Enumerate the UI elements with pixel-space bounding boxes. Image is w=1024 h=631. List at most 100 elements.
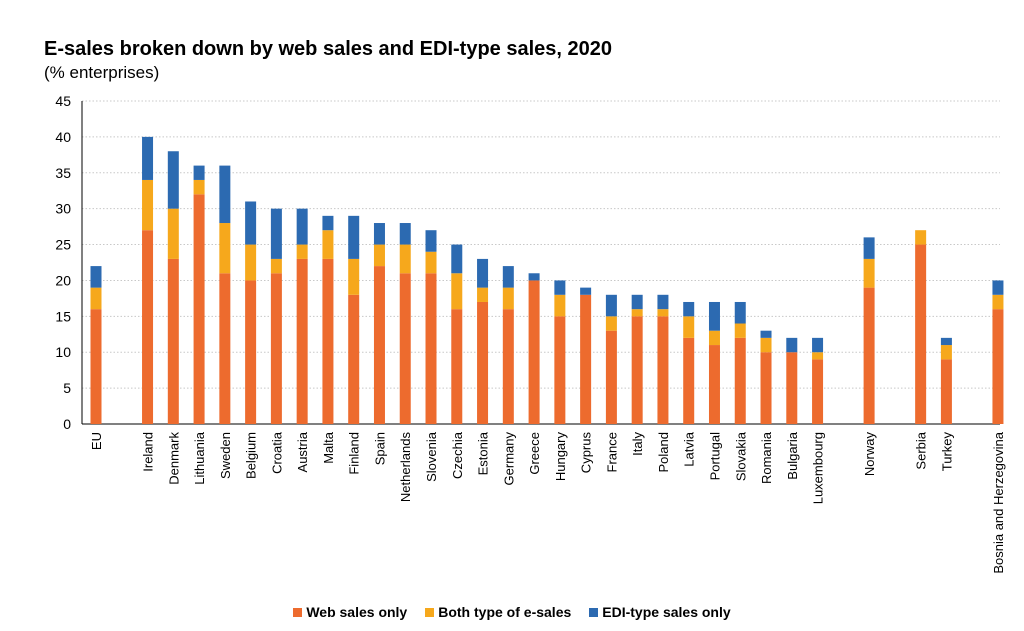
y-tick-label: 5 <box>63 380 71 396</box>
bar-segment <box>580 294 592 424</box>
category-label: Bulgaria <box>785 431 800 479</box>
bar-segment <box>734 337 746 424</box>
y-tick-label: 10 <box>55 344 71 360</box>
bar-segment <box>373 266 385 424</box>
legend-swatch <box>425 608 435 617</box>
bar-segment <box>554 294 566 317</box>
bar-segment <box>631 294 643 310</box>
bar-segment <box>992 294 1004 310</box>
category-label: Spain <box>372 432 387 465</box>
bar-segment <box>812 359 824 424</box>
bar-segment <box>451 273 463 310</box>
bar-segment <box>219 223 231 274</box>
category-label: France <box>604 432 619 472</box>
bar-segment <box>502 287 514 310</box>
bar-segment <box>940 359 952 424</box>
bar-segment <box>270 208 282 259</box>
y-tick-label: 0 <box>63 416 71 432</box>
bar-segment <box>863 258 875 288</box>
category-label: Cyprus <box>579 432 594 474</box>
bar-segment <box>657 309 669 317</box>
bar-segment <box>812 337 824 353</box>
bar-segment <box>322 258 334 424</box>
category-label: Lithuania <box>192 431 207 485</box>
bar-segment <box>915 230 927 245</box>
category-label: Portugal <box>707 432 722 481</box>
category-label: Ireland <box>141 432 156 472</box>
bar-segment <box>477 258 489 288</box>
category-label: Germany <box>501 432 516 486</box>
bar-segment <box>940 337 952 346</box>
legend-label: Web sales only <box>306 604 408 620</box>
category-label: Slovakia <box>733 431 748 481</box>
bar-segment <box>734 301 746 324</box>
bar-segment <box>760 337 772 353</box>
bar-segment <box>786 352 798 424</box>
bar-segment <box>605 294 617 317</box>
bar-segment <box>322 230 334 259</box>
category-label: Sweden <box>218 432 233 479</box>
bar-segment <box>142 179 154 231</box>
category-label: EU <box>89 432 104 450</box>
category-label: Poland <box>656 432 671 472</box>
bar-segment <box>167 151 179 209</box>
y-tick-label: 45 <box>55 93 71 109</box>
chart-title: E-sales broken down by web sales and EDI… <box>44 38 613 60</box>
bar-segment <box>863 237 875 259</box>
category-label: Czechia <box>450 431 465 479</box>
bar-segment <box>580 287 592 295</box>
bar-segment <box>683 316 695 338</box>
bar-segment <box>142 230 154 424</box>
bar-segment <box>992 280 1004 295</box>
category-label: Turkey <box>939 432 954 472</box>
chart-legend: Web sales only Both type of e-sales EDI-ty… <box>0 604 1024 620</box>
stacked-bar-chart: 0 5 10 15 20 25 30 35 40 45 EU Ireland Denmark Lithua… <box>55 93 1006 574</box>
legend-swatch <box>589 608 599 617</box>
y-tick-label: 15 <box>55 308 71 324</box>
bar-segment <box>605 330 617 424</box>
bar-segment <box>425 251 437 274</box>
bar-segment <box>708 345 720 424</box>
bar-segment <box>708 301 720 331</box>
bar-segment <box>399 223 411 245</box>
bar-segment <box>502 266 514 288</box>
bar-segment <box>399 273 411 424</box>
category-label: Italy <box>630 432 645 456</box>
legend-item: Both type of e-sales <box>425 604 571 620</box>
bar-segment <box>683 301 695 317</box>
bar-segment <box>631 309 643 317</box>
bar-segment <box>992 309 1004 424</box>
bar-segment <box>296 258 308 424</box>
category-label: Norway <box>862 432 877 477</box>
category-label: Latvia <box>682 431 697 466</box>
bar-segment <box>270 258 282 274</box>
bar-segment <box>270 273 282 424</box>
legend-label: EDI-type sales only <box>602 604 731 620</box>
legend-item: EDI-type sales only <box>589 604 731 620</box>
bar-segment <box>863 287 875 424</box>
bar-segment <box>451 244 463 274</box>
bar-segment <box>193 194 205 424</box>
bar-segment <box>502 309 514 424</box>
bar-segment <box>631 316 643 424</box>
y-tick-label: 35 <box>55 165 71 181</box>
bar-segment <box>605 316 617 331</box>
bar-segment <box>760 330 772 338</box>
bar-segment <box>348 294 360 424</box>
bar-segment <box>142 136 154 180</box>
bar-segment <box>734 323 746 338</box>
bar-segment <box>708 330 720 346</box>
bar-segment <box>373 244 385 267</box>
category-label: Hungary <box>553 432 568 482</box>
bar-segment <box>477 301 489 424</box>
bar-segment <box>90 266 102 288</box>
legend-swatch <box>293 608 303 617</box>
bar-segment <box>193 165 205 180</box>
bar-segment <box>528 280 540 424</box>
bar-segment <box>245 201 257 245</box>
bar-segment <box>219 165 231 224</box>
legend-label: Both type of e-sales <box>438 604 572 620</box>
bar-segment <box>915 244 927 424</box>
bar-segment <box>812 352 824 360</box>
bar-segment <box>245 280 257 424</box>
